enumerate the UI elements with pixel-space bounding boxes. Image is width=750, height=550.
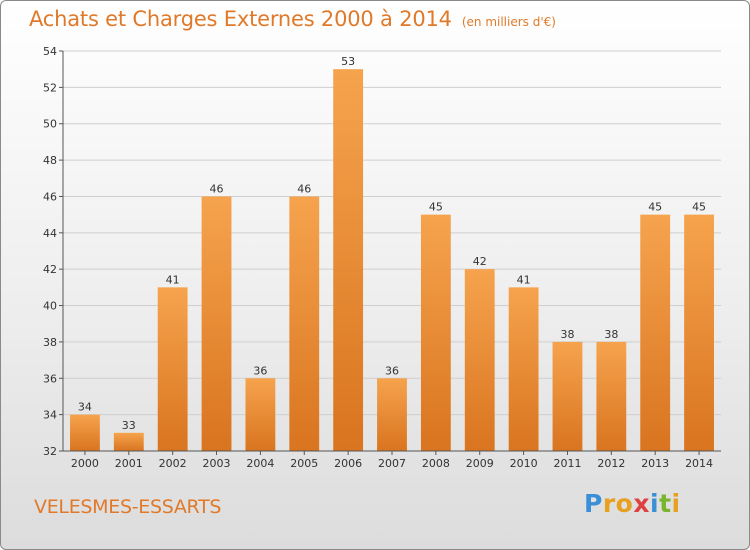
y-tick-label: 36 xyxy=(43,372,57,385)
brand-letter: i xyxy=(650,489,660,518)
bar-2012 xyxy=(596,341,627,451)
data-label: 45 xyxy=(648,201,662,214)
chart-title: Achats et Charges Externes 2000 à 2014 xyxy=(29,7,452,31)
data-label: 46 xyxy=(297,182,311,195)
y-tick-label: 54 xyxy=(43,45,57,58)
y-tick-label: 42 xyxy=(43,263,57,276)
x-tick-labels: 2000 2001 2002 2003 2004 2005 2006 2007 2008 2009… xyxy=(71,457,713,470)
bar-2009 xyxy=(464,269,495,451)
commune-name: VELESMES-ESSARTS xyxy=(34,496,222,518)
data-label: 41 xyxy=(166,273,180,286)
bar-2008 xyxy=(420,214,451,451)
y-tick-labels: 32 34 36 38 40 42 44 46 48 50 52 54 xyxy=(43,45,57,458)
x-tick-label: 2011 xyxy=(553,457,581,470)
y-tick-label: 44 xyxy=(43,227,57,240)
bar-2004 xyxy=(245,378,276,451)
y-tick-label: 52 xyxy=(43,81,57,94)
bar-2006 xyxy=(333,69,364,451)
axes xyxy=(62,51,721,455)
bar-2007 xyxy=(377,378,407,451)
y-tick-label: 34 xyxy=(43,409,57,422)
x-tick-label: 2010 xyxy=(510,457,538,470)
data-label: 33 xyxy=(122,419,136,432)
bar-2002 xyxy=(157,287,188,451)
chart-header: Achats et Charges Externes 2000 à 2014 (e… xyxy=(29,7,556,31)
bar-2010 xyxy=(508,287,539,451)
data-label: 46 xyxy=(210,182,224,195)
data-label: 36 xyxy=(253,364,267,377)
brand-letter: t xyxy=(659,489,672,518)
chart-subtitle: (en milliers d'€) xyxy=(461,15,556,29)
data-label: 45 xyxy=(429,201,443,214)
bar-2003 xyxy=(201,196,232,451)
x-tick-label: 2005 xyxy=(290,457,318,470)
brand-letter: P xyxy=(584,489,603,518)
x-tick-label: 2007 xyxy=(378,457,406,470)
y-tick-label: 46 xyxy=(43,190,57,203)
data-label: 41 xyxy=(517,273,531,286)
data-label: 45 xyxy=(692,201,706,214)
bar-2011 xyxy=(552,341,583,451)
brand-letter: o xyxy=(615,489,634,518)
brand-letter: x xyxy=(633,489,650,518)
data-label: 42 xyxy=(473,255,487,268)
x-tick-label: 2014 xyxy=(685,457,713,470)
bar-2005 xyxy=(289,196,320,451)
bar-2014 xyxy=(684,214,714,451)
y-tick-label: 48 xyxy=(43,154,57,167)
x-tick-label: 2003 xyxy=(203,457,231,470)
proxiti-logo: Proxiti xyxy=(584,489,681,518)
x-tick-label: 2012 xyxy=(597,457,625,470)
y-tick-label: 32 xyxy=(43,445,57,458)
x-tick-label: 2006 xyxy=(334,457,362,470)
y-tick-label: 50 xyxy=(43,118,57,131)
data-labels: 34 33 41 46 36 46 53 36 45 42 41 38 38 45 45 xyxy=(78,55,706,432)
y-tick-label: 38 xyxy=(43,336,57,349)
x-tick-label: 2002 xyxy=(159,457,187,470)
bar-2013 xyxy=(640,214,671,451)
data-label: 53 xyxy=(341,55,355,68)
x-tick-label: 2004 xyxy=(246,457,274,470)
bars xyxy=(70,69,714,451)
bar-2000 xyxy=(70,414,100,451)
brand-letter: i xyxy=(671,489,681,518)
bar-2001 xyxy=(113,432,144,451)
y-tick-label: 40 xyxy=(43,300,57,313)
data-label: 36 xyxy=(385,364,399,377)
brand-letter: r xyxy=(602,489,616,518)
data-label: 34 xyxy=(78,401,92,414)
data-label: 38 xyxy=(604,328,618,341)
x-tick-label: 2000 xyxy=(71,457,99,470)
x-tick-label: 2013 xyxy=(641,457,669,470)
x-tick-label: 2001 xyxy=(115,457,143,470)
data-label: 38 xyxy=(560,328,574,341)
x-tick-label: 2008 xyxy=(422,457,450,470)
x-tick-label: 2009 xyxy=(466,457,494,470)
